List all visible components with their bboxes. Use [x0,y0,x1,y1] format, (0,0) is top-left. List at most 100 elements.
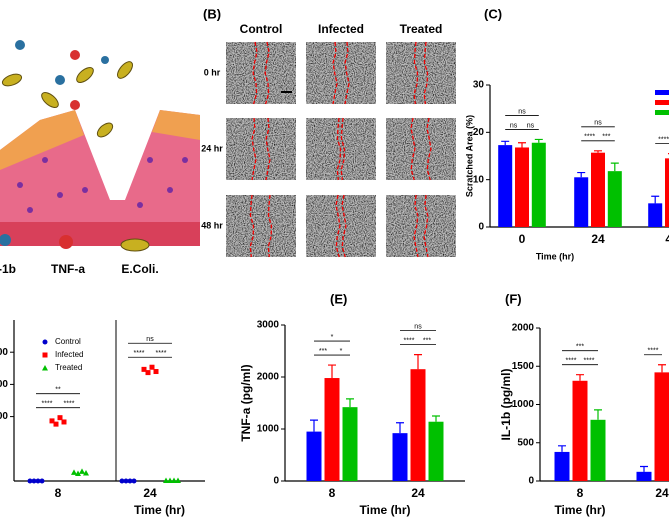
point [71,469,77,475]
significance-label: **** [584,134,595,141]
significance-label: ns [510,122,518,129]
point [79,468,85,474]
bar [665,158,669,227]
legend-marker [42,339,48,345]
error-bar [594,409,602,420]
x-tick-label: 24 [591,232,605,246]
significance-label: ns [527,122,535,129]
legend-marker [42,365,48,371]
y-axis-title: TNF-a (pg/ml) [239,364,253,441]
bar [342,407,358,481]
bar [607,171,622,227]
x-tick-label: 24 [143,486,157,500]
error-bar [577,171,586,178]
x-axis-title: Time (hr) [359,503,410,517]
wound-edge [413,41,419,105]
x-tick-label: 48 [665,232,669,246]
bar [572,380,588,481]
point [171,477,177,483]
significance-label: **** [658,136,669,143]
wound-edge [264,41,270,105]
significance-label: **** [64,401,75,408]
x-tick-label: 8 [55,486,62,500]
bar [648,203,663,227]
x-tick-label: 24 [411,486,425,500]
error-bar [640,465,648,472]
y-tick-label: 2000 [257,372,280,383]
point [119,478,125,484]
wound-edge [341,194,347,258]
x-axis-title: Time (hr) [536,251,574,261]
wound-edge [426,117,432,181]
point [167,477,173,483]
error-bar [594,150,602,153]
bar [392,433,408,481]
y-tick-label: 2000 [512,323,535,334]
point [75,470,81,476]
significance-label: *** [576,344,584,351]
illustration-label: -1b [0,262,16,276]
wound-edge [332,41,338,105]
legend-swatch [655,100,669,105]
point [57,415,63,421]
y-axis-title: IL-1b (pg/ml) [499,369,513,441]
illustration-label: TNF-a [51,262,85,276]
bar [498,145,513,227]
point [127,478,133,484]
column-label: Control [240,22,283,36]
micrograph-texture [226,118,296,180]
wound-edge [344,41,350,105]
bar [554,451,570,481]
y-tick-label: 1200 [0,347,8,358]
y-axis-title: Scratched Area (%) [464,115,474,197]
significance-label: * [331,334,334,341]
legend-label: Control [55,337,81,346]
point [149,364,155,370]
row-label: 48 hr [201,220,223,230]
significance-label: **** [134,350,145,357]
error-bar [610,162,619,172]
illustration [0,40,200,252]
panel-label: (C) [484,6,502,21]
significance-label: *** [319,348,327,355]
bar [428,421,444,481]
point [27,478,33,484]
bar [410,369,426,481]
significance-label: * [340,348,343,355]
y-tick-label: 1000 [512,399,535,410]
error-bar [534,138,543,143]
x-tick-label: 8 [329,486,336,500]
point [49,418,55,424]
point [131,478,137,484]
significance-label: ** [55,387,61,394]
error-bar [310,419,318,432]
significance-label: ns [146,336,154,343]
y-tick-label: 20 [473,127,485,138]
y-tick-label: 10 [473,174,485,185]
significance-label: **** [404,337,415,344]
significance-label: **** [156,350,167,357]
illustration-label: E.Coli. [121,262,158,276]
bar [515,147,529,227]
micrograph-texture [306,195,376,257]
significance-label: ns [414,323,422,330]
legend-label: Treated [55,363,82,372]
significance-label: **** [566,358,577,365]
error-bar [576,374,584,381]
error-bar [396,422,404,434]
significance-label: *** [423,337,431,344]
point [153,369,159,375]
bar [306,431,322,481]
point [123,478,129,484]
bar [654,372,669,481]
wound-edge [267,194,273,258]
point [39,478,45,484]
significance-label: **** [648,348,659,355]
point [175,477,181,483]
y-tick-label: 0 [478,222,484,233]
x-axis-title: Time (hr) [554,503,605,517]
error-bar [558,445,566,452]
wound-edge [335,194,341,258]
y-tick-label: 500 [517,437,534,448]
